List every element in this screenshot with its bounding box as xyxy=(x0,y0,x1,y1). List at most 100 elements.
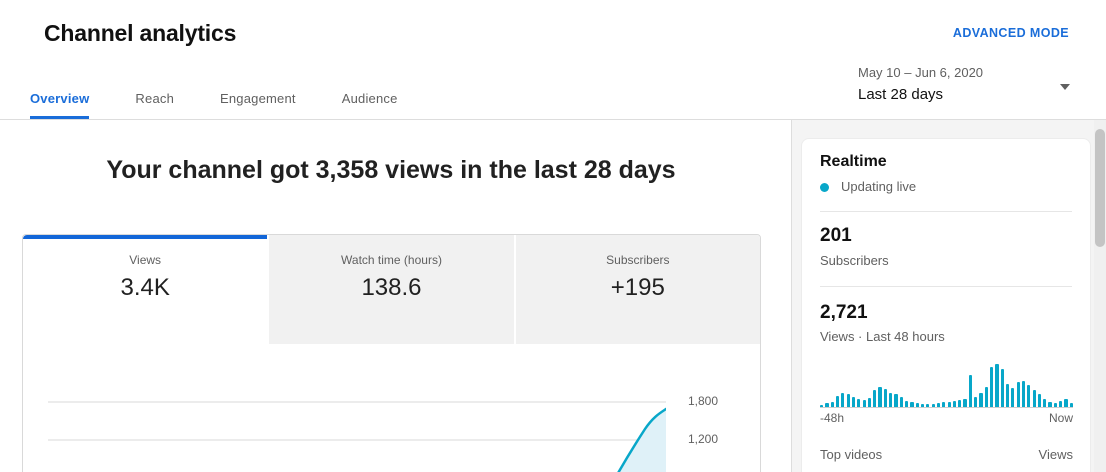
axis-start-label: -48h xyxy=(820,411,845,425)
realtime-bar xyxy=(1016,382,1020,407)
metric-tabs: Views 3.4K Watch time (hours) 138.6 Subscrib… xyxy=(23,235,760,344)
realtime-bar xyxy=(931,404,935,407)
tab-audience[interactable]: Audience xyxy=(341,91,398,106)
realtime-bar xyxy=(1037,394,1041,407)
metric-label: Views xyxy=(129,253,162,267)
views-line-chart xyxy=(617,407,666,472)
right-panel: Realtime Updating live 201 Subscribers 2… xyxy=(791,120,1106,472)
realtime-bar xyxy=(1059,401,1063,407)
realtime-bar xyxy=(910,402,914,407)
realtime-bar xyxy=(894,394,898,407)
realtime-bar xyxy=(1032,390,1036,407)
metric-label: Subscribers xyxy=(606,253,670,267)
scrollbar xyxy=(1094,120,1106,472)
date-range-text: May 10 – Jun 6, 2020 xyxy=(858,65,984,80)
ytick-label: 1,800 xyxy=(688,394,719,408)
realtime-bar xyxy=(889,393,893,407)
main-content: Your channel got 3,358 views in the last… xyxy=(0,120,791,472)
realtime-bar xyxy=(947,402,951,407)
realtime-bar xyxy=(1021,381,1026,407)
realtime-status-label: Updating live xyxy=(841,179,917,194)
tab-overview[interactable]: Overview xyxy=(30,91,90,119)
realtime-bar xyxy=(883,389,887,407)
views-column-label: Views xyxy=(1038,447,1073,462)
top-videos-header: Top videos Views xyxy=(820,447,1073,462)
realtime-bar xyxy=(968,375,972,407)
chevron-down-icon xyxy=(1060,84,1070,90)
gridline xyxy=(48,439,666,441)
realtime-bar xyxy=(979,393,983,407)
realtime-subscribers-value: 201 xyxy=(820,225,852,246)
metric-label: Watch time (hours) xyxy=(341,253,442,267)
header: Channel analytics ADVANCED MODE May 10 –… xyxy=(0,0,1106,120)
metric-value: 3.4K xyxy=(120,274,170,301)
realtime-bar xyxy=(1053,403,1057,407)
realtime-bar xyxy=(825,403,829,407)
realtime-bar xyxy=(963,399,967,407)
realtime-bar xyxy=(1064,399,1068,407)
metric-value: +195 xyxy=(610,274,665,301)
active-metric-bar xyxy=(23,235,268,239)
divider xyxy=(820,286,1072,287)
realtime-bar xyxy=(835,396,840,407)
realtime-bar xyxy=(830,402,834,407)
realtime-bar xyxy=(873,390,877,407)
realtime-bar xyxy=(1048,402,1052,407)
realtime-bar xyxy=(1027,385,1031,407)
analytics-tabs: Overview Reach Engagement Audience xyxy=(30,91,398,119)
realtime-bar xyxy=(952,401,956,407)
realtime-bar xyxy=(857,399,861,407)
realtime-bar xyxy=(846,394,850,407)
advanced-mode-link[interactable]: ADVANCED MODE xyxy=(952,26,1069,40)
divider xyxy=(820,211,1072,212)
tab-reach[interactable]: Reach xyxy=(135,91,174,106)
realtime-bar xyxy=(1000,369,1004,407)
realtime-bar xyxy=(990,367,994,407)
realtime-bar xyxy=(905,401,909,407)
date-preset-text: Last 28 days xyxy=(858,86,944,103)
realtime-bar xyxy=(920,404,925,407)
realtime-bar xyxy=(851,397,856,407)
ytick-label: 1,200 xyxy=(688,432,719,446)
realtime-bar xyxy=(995,364,999,407)
realtime-bar xyxy=(1043,399,1047,407)
live-dot-icon xyxy=(820,183,829,192)
realtime-bar xyxy=(867,398,871,407)
scrollbar-thumb[interactable] xyxy=(1095,129,1105,247)
realtime-subscribers-label: Subscribers xyxy=(820,253,889,268)
realtime-bar xyxy=(1069,403,1073,407)
realtime-bar xyxy=(878,387,882,407)
date-range-picker[interactable]: May 10 – Jun 6, 2020 Last 28 days xyxy=(846,58,1086,114)
tab-engagement[interactable]: Engagement xyxy=(220,91,296,106)
metric-tab-views[interactable]: Views 3.4K xyxy=(23,235,268,344)
realtime-bar xyxy=(942,402,946,407)
realtime-bar-chart xyxy=(820,357,1073,408)
realtime-title: Realtime xyxy=(820,153,887,170)
realtime-bar xyxy=(984,387,988,407)
metric-tab-watch-time-hours[interactable]: Watch time (hours) 138.6 xyxy=(267,235,514,344)
gridline xyxy=(48,401,666,403)
realtime-views-value: 2,721 xyxy=(820,302,868,323)
metric-value: 138.6 xyxy=(361,274,422,301)
realtime-bar xyxy=(820,405,824,407)
page-title: Channel analytics xyxy=(44,20,237,46)
top-videos-label: Top videos xyxy=(820,447,883,462)
realtime-bar xyxy=(1011,388,1015,407)
realtime-bar xyxy=(958,400,962,407)
realtime-bar xyxy=(974,397,978,407)
realtime-bar xyxy=(1005,384,1010,407)
realtime-bar xyxy=(841,393,845,407)
realtime-bar xyxy=(899,397,903,407)
metric-tab-subscribers[interactable]: Subscribers +195 xyxy=(513,235,760,344)
realtime-bar xyxy=(936,403,941,407)
realtime-bar xyxy=(862,400,866,407)
realtime-views-label: Views · Last 48 hours xyxy=(820,329,945,344)
realtime-axis: -48h Now xyxy=(820,411,1073,425)
realtime-bar xyxy=(926,404,930,407)
realtime-card: Realtime Updating live 201 Subscribers 2… xyxy=(801,138,1091,472)
overview-card: Views 3.4K Watch time (hours) 138.6 Subscrib… xyxy=(22,234,761,472)
axis-end-label: Now xyxy=(1048,411,1073,425)
realtime-bar xyxy=(915,403,919,407)
headline: Your channel got 3,358 views in the last… xyxy=(106,156,676,184)
